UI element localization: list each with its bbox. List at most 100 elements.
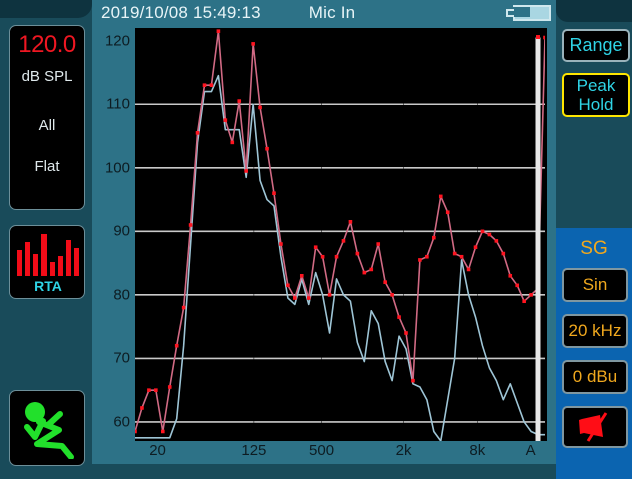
peak-marker — [202, 83, 207, 87]
peak-marker — [272, 191, 276, 195]
sg-waveform-label: Sin — [582, 275, 608, 294]
peak-marker — [452, 251, 457, 256]
sg-level-button[interactable]: 0 dBu — [562, 360, 628, 394]
signal-generator-panel: SG Sin 20 kHz 0 dBu — [556, 228, 632, 479]
timestamp: 2019/10/08 15:49:13 — [101, 3, 261, 22]
peak-marker — [411, 378, 415, 383]
right-sidebar: Range Peak Hold SG Sin 20 kHz 0 dBu — [556, 0, 632, 479]
peak-marker — [376, 242, 381, 246]
peak-marker — [237, 99, 242, 103]
peak-marker — [494, 239, 499, 243]
peak-marker — [438, 194, 443, 199]
peak-marker — [543, 35, 545, 40]
plot-area[interactable] — [133, 28, 547, 441]
peak-marker — [355, 251, 360, 256]
peak-marker — [135, 429, 137, 434]
rta-mode-button[interactable]: RTA — [9, 225, 85, 299]
title-bar: 2019/10/08 15:49:13 Mic In — [92, 0, 556, 26]
y-axis-labels: 120 110 100 90 80 70 60 — [92, 26, 133, 452]
peak-marker — [445, 210, 450, 215]
peak-marker — [529, 293, 533, 297]
x-tick-125: 125 — [241, 442, 267, 459]
peak-marker — [306, 296, 311, 300]
spl-value: 120.0 — [18, 31, 76, 58]
peak-marker — [459, 254, 464, 259]
input-source-label: Mic In — [308, 3, 356, 22]
peak-marker — [181, 305, 186, 310]
x-axis-labels: 20 125 500 2k 8k A — [133, 442, 556, 464]
rta-bars-icon — [17, 231, 79, 276]
sg-output-button[interactable] — [562, 406, 628, 448]
sg-level-label: 0 dBu — [572, 367, 618, 386]
peak-marker — [390, 293, 394, 297]
series-live-rta — [135, 74, 545, 441]
peak-marker — [487, 232, 492, 237]
spectrum-plot — [135, 28, 545, 441]
x-tick-8k: 8k — [469, 442, 486, 459]
peak-marker — [501, 251, 506, 256]
peak-marker — [223, 118, 228, 122]
x-tick-500: 500 — [309, 442, 335, 459]
peak-marker — [140, 406, 144, 410]
y-tick-100: 100 — [104, 159, 130, 177]
peak-marker — [313, 245, 318, 250]
peak-marker — [195, 131, 200, 135]
peak-marker — [397, 315, 401, 319]
rta-label: RTA — [34, 278, 62, 294]
peak-marker — [320, 254, 325, 259]
peak-hold-button[interactable]: Peak Hold — [562, 73, 630, 117]
y-tick-120: 120 — [104, 32, 130, 50]
series-peak-hold — [135, 30, 545, 433]
left-sidebar: 120.0 dB SPL All Flat RTA — [0, 0, 92, 479]
range-button-label: Range — [569, 35, 623, 55]
peak-marker — [432, 235, 436, 240]
horn-icon — [579, 412, 608, 442]
peak-marker — [348, 219, 353, 224]
peak-hold-label-line2: Hold — [578, 95, 614, 114]
a-weighted-marker — [536, 35, 540, 40]
y-tick-70: 70 — [113, 349, 130, 367]
peak-marker — [265, 146, 269, 151]
sg-title: SG — [580, 238, 608, 259]
x-tick-20: 20 — [149, 442, 166, 459]
peak-marker — [244, 169, 248, 173]
spl-meter-panel[interactable]: 120.0 dB SPL All Flat — [9, 25, 85, 210]
peak-marker — [293, 296, 297, 300]
peak-marker — [251, 42, 255, 46]
running-person-icon — [24, 402, 74, 459]
right-sidebar-notch — [556, 0, 632, 22]
peak-marker — [362, 270, 367, 275]
range-button[interactable]: Range — [562, 29, 630, 62]
sg-waveform-button[interactable]: Sin — [562, 268, 628, 302]
peak-marker — [473, 245, 478, 250]
y-tick-60: 60 — [113, 413, 130, 431]
peak-marker — [188, 223, 193, 227]
peak-marker — [466, 267, 471, 272]
y-tick-90: 90 — [113, 222, 130, 240]
peak-marker — [341, 239, 346, 243]
peak-marker — [418, 258, 422, 262]
x-tick-A: A — [525, 442, 536, 459]
peak-marker — [209, 83, 214, 87]
peak-marker — [508, 274, 513, 278]
sg-frequency-button[interactable]: 20 kHz — [562, 314, 628, 348]
peak-marker — [216, 29, 221, 33]
peak-marker — [160, 429, 165, 434]
noise-exposure-button[interactable] — [9, 390, 85, 466]
peak-marker — [299, 274, 304, 278]
battery-icon — [506, 5, 552, 21]
peak-marker — [286, 283, 290, 288]
peak-hold-label-line1: Peak — [576, 76, 616, 95]
peak-marker — [334, 254, 339, 259]
spl-range: All — [38, 117, 56, 134]
peak-marker — [230, 140, 235, 145]
peak-marker — [404, 331, 408, 335]
peak-marker — [522, 299, 526, 304]
left-sidebar-notch — [0, 0, 92, 18]
peak-marker — [154, 388, 158, 392]
peak-marker — [327, 293, 332, 297]
peak-marker — [515, 283, 520, 288]
sg-panel-footer — [556, 452, 632, 479]
sg-frequency-label: 20 kHz — [568, 321, 622, 340]
